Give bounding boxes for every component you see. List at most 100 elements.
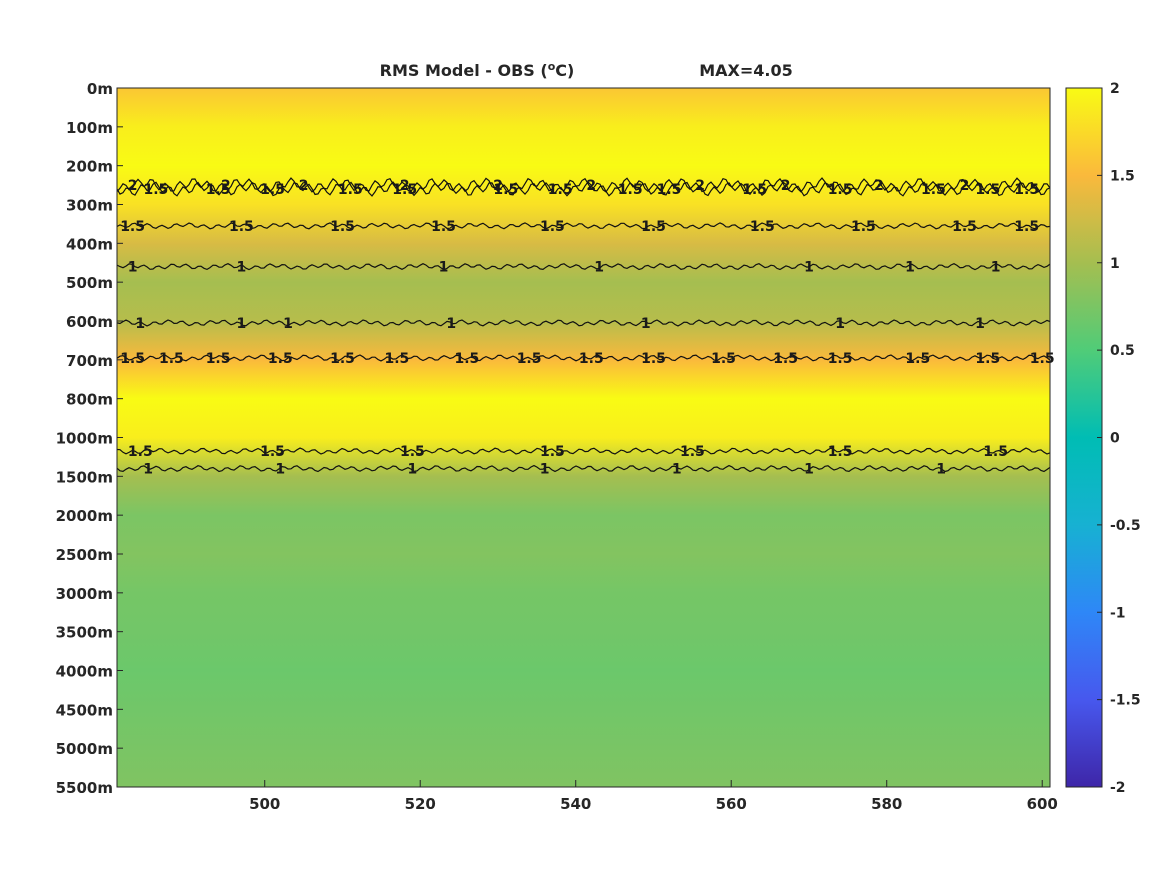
y-tick-label: 5000m xyxy=(56,740,113,758)
contour-label: 1 xyxy=(975,316,985,332)
x-tick-label: 520 xyxy=(405,795,436,813)
contour-label: 1.5 xyxy=(400,444,425,460)
heatmap-field xyxy=(117,88,1050,787)
contour-label: 1 xyxy=(143,462,153,478)
colorbar-tick-label: 1.5 xyxy=(1110,168,1135,184)
contour-label: 1 xyxy=(594,260,604,276)
y-tick-label: 3000m xyxy=(56,585,113,603)
contour-label: 2 xyxy=(960,178,970,194)
contour-label: 1.5 xyxy=(828,182,853,198)
y-tick-label: 700m xyxy=(66,352,113,370)
contour-label: 1.5 xyxy=(120,351,145,367)
contour-label: 1.5 xyxy=(454,351,479,367)
contour-label: 1.5 xyxy=(548,182,573,198)
colorbar-gradient xyxy=(1065,87,1103,788)
y-tick-label: 2000m xyxy=(56,507,113,525)
contour-label: 1.5 xyxy=(773,351,798,367)
contour-label: 1.5 xyxy=(1014,182,1039,198)
contour-line xyxy=(117,447,1050,455)
heatmap-field-rect xyxy=(117,88,1050,787)
contour-label: 1.5 xyxy=(431,219,456,235)
contour-labels: 1.5 1.5 1.5 1.5 1.5 1.5 1.5 1.5 1.5 1.5 1.5 1.5 1.5 1… xyxy=(120,178,1054,478)
contour-label: 1.5 xyxy=(579,351,604,367)
contour-label: 1.5 xyxy=(120,219,145,235)
contour-label: 1 xyxy=(135,316,145,332)
y-tick-label: 400m xyxy=(66,235,113,253)
contour-label: 1 xyxy=(804,462,814,478)
contour-label: 1.5 xyxy=(128,444,153,460)
contour-line xyxy=(117,464,1050,473)
contour-label: 1 xyxy=(936,462,946,478)
colorbar-tick-label: 2 xyxy=(1110,81,1120,97)
y-tick-label: 300m xyxy=(66,197,113,215)
y-tick-label: 4500m xyxy=(56,701,113,719)
contour-label: 1.5 xyxy=(618,182,643,198)
contour-label: 1 xyxy=(237,316,247,332)
contour-label: 1.5 xyxy=(851,219,876,235)
contour-label: 1 xyxy=(283,316,293,332)
y-tick-label: 0m xyxy=(87,80,113,98)
contour-label: 1.5 xyxy=(330,351,355,367)
colorbar: 2 1.5 1 0.5 0 -0.5 -1 -1.5 -2 xyxy=(1065,81,1141,796)
contour-label: 1.5 xyxy=(229,219,254,235)
y-tick-label: 3500m xyxy=(56,624,113,642)
contour-lines xyxy=(117,177,1050,473)
contour-label: 1 xyxy=(275,462,285,478)
contour-label: 1.5 xyxy=(260,444,285,460)
y-tick-label: 1000m xyxy=(56,430,113,448)
contour-label: 1.5 xyxy=(657,182,682,198)
colorbar-tick-label: -1.5 xyxy=(1110,693,1141,709)
contour-label: 1 xyxy=(672,462,682,478)
x-tick-label: 540 xyxy=(560,795,591,813)
colorbar-tick-label: -0.5 xyxy=(1110,518,1141,534)
contour-label: 1.5 xyxy=(159,351,184,367)
x-tick-label: 500 xyxy=(249,795,280,813)
contour-label: 1.5 xyxy=(540,444,565,460)
contour-label: 1 xyxy=(804,260,814,276)
contour-label: 1.5 xyxy=(392,182,417,198)
contour-label: 1.5 xyxy=(1014,219,1039,235)
contour-label: 1.5 xyxy=(952,219,977,235)
contour-label: 1.5 xyxy=(384,351,409,367)
y-tick-label: 1500m xyxy=(56,468,113,486)
contour-label: 1.5 xyxy=(828,351,853,367)
contour-label: 1.5 xyxy=(828,444,853,460)
contour-label: 1.5 xyxy=(983,444,1008,460)
y-tick-label: 2500m xyxy=(56,546,113,564)
contour-label: 2 xyxy=(493,178,503,194)
x-tick-label: 560 xyxy=(716,795,747,813)
colorbar-tick-label: 0 xyxy=(1110,431,1120,447)
y-axis: 0m 100m 200m 300m 400m 500m 600m 700m 800m 1000m 1… xyxy=(56,80,123,797)
contour-label: 1 xyxy=(641,316,651,332)
x-axis: 500 520 540 560 580 600 xyxy=(249,780,1058,813)
contour-label: 1.5 xyxy=(493,182,518,198)
colorbar-tick-label: 1 xyxy=(1110,256,1120,272)
max-label: MAX=4.05 xyxy=(699,61,793,80)
contour-label: 1 xyxy=(991,260,1001,276)
contour-label: 1 xyxy=(905,260,915,276)
contour-label: 1.5 xyxy=(921,182,946,198)
contour-label: 1.5 xyxy=(143,182,168,198)
y-tick-label: 500m xyxy=(66,274,113,292)
contour-label: 1 xyxy=(237,260,247,276)
y-tick-label: 4000m xyxy=(56,663,113,681)
contour-label: 1 xyxy=(128,260,138,276)
contour-label: 2 xyxy=(695,178,705,194)
y-tick-label: 200m xyxy=(66,158,113,176)
contour-line xyxy=(117,263,1050,271)
y-tick-label: 100m xyxy=(66,119,113,137)
contour-label: 1.5 xyxy=(206,182,231,198)
contour-label: 1 xyxy=(408,462,418,478)
contour-label: 1 xyxy=(439,260,449,276)
contour-line xyxy=(117,177,1050,193)
contour-line xyxy=(117,222,1050,230)
contour-label: 1.5 xyxy=(1030,351,1055,367)
contour-label: 1.5 xyxy=(641,351,666,367)
contour-label: 1.5 xyxy=(905,351,930,367)
x-tick-label: 580 xyxy=(871,795,902,813)
contour-label: 1.5 xyxy=(711,351,736,367)
contour-label: 2 xyxy=(874,178,884,194)
contour-label: 1 xyxy=(446,316,456,332)
